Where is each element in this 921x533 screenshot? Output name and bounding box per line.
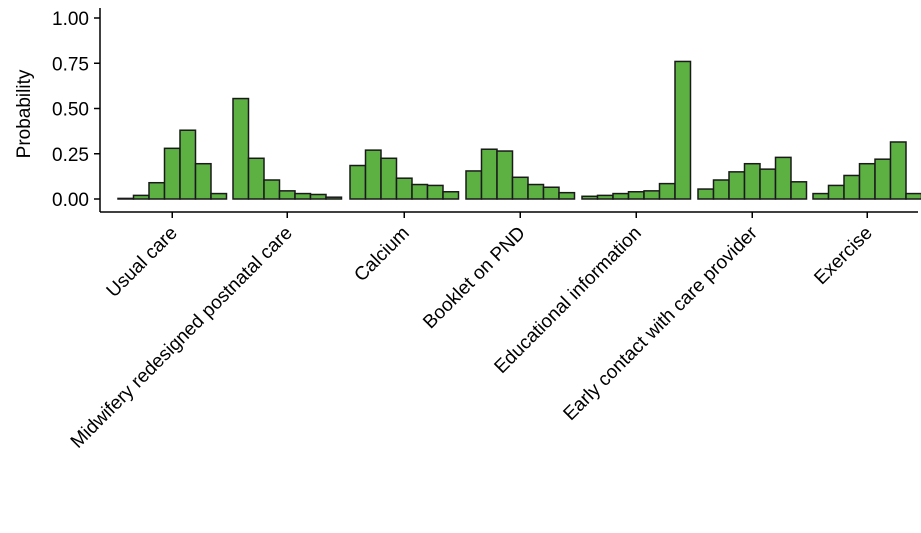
x-tick-label: Booklet on PND <box>419 223 529 333</box>
bar <box>728 171 746 200</box>
bar <box>674 60 692 200</box>
bar-group <box>117 129 228 200</box>
bar <box>210 192 228 200</box>
bar <box>843 174 861 200</box>
bar <box>480 148 498 200</box>
bar <box>294 192 312 200</box>
bar <box>658 182 676 200</box>
bar <box>163 147 181 200</box>
y-ticks: 0.00 0.25 0.50 0.75 1.00 <box>52 9 100 211</box>
x-tick-label: Usual care <box>103 223 182 302</box>
bar <box>558 191 576 200</box>
bar <box>395 177 413 200</box>
bar <box>496 150 514 200</box>
y-tick-label: 0.75 <box>52 54 89 75</box>
bar <box>858 162 876 200</box>
bar <box>278 190 296 200</box>
bar <box>194 162 212 200</box>
bar <box>309 193 327 200</box>
bar <box>263 179 281 200</box>
bar-group <box>465 148 576 200</box>
bar-group <box>232 97 343 200</box>
bar <box>232 97 250 200</box>
bar <box>527 183 545 200</box>
bar <box>712 179 730 200</box>
x-tick-label: Exercise <box>810 223 876 289</box>
bar <box>812 192 830 200</box>
y-tick-label: 0.00 <box>52 190 89 211</box>
bar <box>905 192 921 200</box>
bar <box>442 191 460 200</box>
bars-layer <box>117 60 921 200</box>
bar <box>179 129 197 200</box>
bar-group <box>812 141 921 200</box>
bar <box>759 168 777 200</box>
bar <box>411 183 429 200</box>
bar <box>627 191 645 200</box>
bar <box>247 157 265 200</box>
bar <box>827 184 845 200</box>
bar-group <box>581 60 692 200</box>
bar <box>697 188 715 200</box>
bar <box>148 181 166 200</box>
bar <box>643 190 661 200</box>
bar <box>596 194 614 200</box>
y-tick-label: 1.00 <box>52 9 89 30</box>
bar-group <box>349 149 460 200</box>
y-tick-label: 0.50 <box>52 100 89 121</box>
bar-group <box>697 156 808 200</box>
bar <box>581 195 599 200</box>
bar <box>542 186 560 200</box>
bar <box>889 141 907 200</box>
bar <box>325 196 343 200</box>
bar <box>426 184 444 200</box>
bar <box>132 194 150 200</box>
bar <box>612 192 630 200</box>
bar <box>465 170 483 200</box>
bar <box>774 156 792 200</box>
y-axis-title: Probability <box>14 69 35 158</box>
bar <box>117 197 135 200</box>
bar <box>364 149 382 200</box>
bar <box>790 181 808 200</box>
x-tick-label: Midwifery redesigned postnatal care <box>67 223 297 453</box>
bar <box>380 157 398 200</box>
x-tick-label: Early contact with care provider <box>560 222 763 425</box>
y-tick-label: 0.25 <box>52 145 89 166</box>
bar <box>874 158 892 200</box>
bar <box>511 176 529 200</box>
bar <box>349 164 367 200</box>
bar <box>743 162 761 200</box>
x-tick-label: Calcium <box>350 223 413 286</box>
